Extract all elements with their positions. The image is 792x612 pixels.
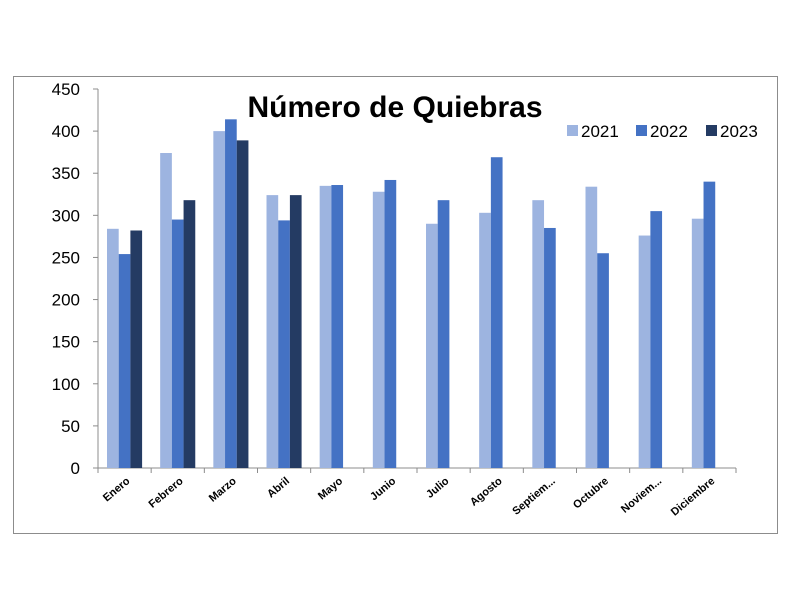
legend-swatch-2022 [636,125,647,136]
x-category-label: Marzo [207,475,239,505]
legend-label-2021: 2021 [581,122,619,141]
y-tick-label: 100 [52,375,80,394]
bar-2022-Agosto [490,157,503,468]
y-tick-label: 400 [52,122,80,141]
bar-2022-Diciembre [703,181,716,468]
legend-label-2022: 2022 [650,122,688,141]
bar-2022-Junio [384,179,397,468]
bar-2022-Febrero [171,219,184,468]
y-tick-label: 0 [71,459,80,478]
y-tick-label: 350 [52,164,80,183]
bars [107,119,716,469]
bar-2021-Marzo [213,131,226,468]
x-category-label: Mayo [316,475,345,502]
bar-2023-Marzo [236,140,249,468]
bar-2021-Junio [372,191,385,469]
y-tick-label: 200 [52,291,80,310]
x-category-label: Diciembre [669,475,717,518]
bar-2022-Octubre [597,253,609,468]
bar-2021-Enero [107,228,119,468]
y-tick-label: 300 [52,206,80,225]
x-category-label: Junio [368,475,398,503]
y-tick-label: 50 [61,417,80,436]
bar-2023-Abril [289,195,302,468]
bar-2022-Julio [437,200,450,468]
y-tick-label: 450 [52,80,80,99]
x-category-label: Abril [265,475,292,500]
x-axis: Enero Febrero Marzo Abril Mayo Junio Julio Agos… [97,467,737,518]
chart-frame [13,76,778,534]
legend-swatch-2021 [567,125,578,136]
bar-2022-Enero [118,254,131,468]
y-tick-label: 250 [52,248,80,267]
bar-2021-Septiem... [532,200,545,468]
legend: 2021 2022 2023 [567,122,758,141]
bar-2021-Octubre [585,186,598,468]
bar-2023-Febrero [183,200,196,468]
x-category-label: Enero [101,475,133,504]
bar-2021-Julio [426,223,438,468]
bar-2022-Abril [278,220,290,468]
x-category-label: Septiem... [510,475,558,518]
x-category-label: Julio [424,475,452,501]
bar-2021-Noviem... [638,235,651,468]
legend-label-2023: 2023 [720,122,758,141]
x-category-label: Octubre [571,475,611,511]
x-category-label: Febrero [147,475,186,511]
legend-swatch-2023 [706,125,717,136]
bar-2022-Marzo [225,119,237,468]
bar-2022-Mayo [331,185,344,468]
x-category-label: Noviem... [619,475,664,516]
bar-2022-Noviem... [650,211,663,468]
bar-2022-Septiem... [544,227,556,468]
x-category-label: Agosto [468,475,505,509]
y-tick-label: 150 [52,333,80,352]
bar-2023-Enero [130,230,143,468]
bar-2021-Diciembre [691,218,704,468]
bar-2021-Abril [266,195,279,468]
y-axis: 0 50 100 150 200 250 300 350 400 450 [52,80,99,478]
bar-2021-Agosto [479,212,491,468]
chart-title: Número de Quiebras [247,91,542,124]
bar-2021-Mayo [319,185,332,468]
bar-2021-Febrero [160,153,172,468]
